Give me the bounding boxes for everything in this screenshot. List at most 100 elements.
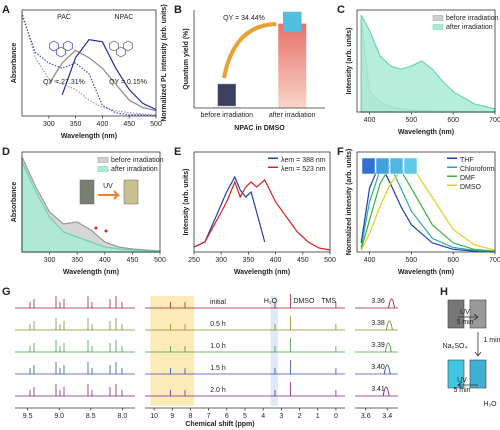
legend-swatch xyxy=(268,157,278,159)
peak-label: TMS xyxy=(321,298,336,305)
legend-swatch xyxy=(447,166,457,168)
y-axis-label: Quantum yield (%) xyxy=(183,28,190,89)
molecule xyxy=(123,40,133,52)
row-label: initial xyxy=(210,299,226,306)
legend-label: after irradiation xyxy=(446,24,493,31)
step-label: 1 min xyxy=(483,337,500,344)
highlight xyxy=(270,296,278,406)
arrow xyxy=(98,190,121,200)
axis-frame xyxy=(193,151,331,253)
x-tick-label: 9.5 xyxy=(23,413,33,420)
annotation: NPAC xyxy=(115,14,134,21)
step-label: UV xyxy=(457,377,467,384)
series-line xyxy=(360,161,496,253)
marker xyxy=(94,226,98,230)
x-tick-label: 500 xyxy=(406,117,418,124)
x-axis-label: Wavelength (nm) xyxy=(234,269,290,276)
panel-label: D xyxy=(2,146,10,158)
marker xyxy=(104,229,108,233)
step-label: UV xyxy=(460,309,470,316)
vial-photo xyxy=(389,157,404,175)
panel-label: B xyxy=(174,4,182,16)
series-line xyxy=(61,39,157,111)
y-axis-label: Absorbance xyxy=(11,43,18,84)
vial xyxy=(447,299,465,329)
x-axis-label: Chemical shift (ppm) xyxy=(185,421,254,428)
vial xyxy=(123,179,139,205)
y2-axis-label: Normalized PL intensity (arb. units) xyxy=(161,4,168,121)
y-axis-label: Intensity (arb. units) xyxy=(346,28,353,95)
highlight xyxy=(150,296,195,406)
series-line xyxy=(193,175,266,248)
x-axis-label: Wavelength (nm) xyxy=(398,129,454,136)
panel-label: F xyxy=(337,146,344,158)
x-tick-label: 6 xyxy=(225,413,229,420)
legend-swatch xyxy=(447,157,457,159)
legend-swatch xyxy=(97,166,109,172)
axis-frame xyxy=(356,9,496,113)
legend-label: before irradiation xyxy=(111,157,164,164)
x-tick-label: 350 xyxy=(71,257,83,264)
legend-swatch xyxy=(432,24,444,30)
x-tick-label: 8 xyxy=(189,413,193,420)
x-tick-label: 2 xyxy=(298,413,302,420)
row-label: 1.5 h xyxy=(210,365,226,372)
series-line xyxy=(360,164,496,252)
series-line xyxy=(360,164,496,253)
axis-frame xyxy=(356,151,496,253)
annotation: QY = 0.15% xyxy=(109,79,147,86)
series-line xyxy=(21,11,157,116)
x-tick-label: 3 xyxy=(279,413,283,420)
peak-label: H₂O xyxy=(264,298,278,305)
legend-label: λem = 523 nm xyxy=(281,166,326,173)
bar xyxy=(278,23,307,108)
x-tick-label: 0 xyxy=(334,413,338,420)
shift-peak xyxy=(384,342,392,353)
x-tick-label: 300 xyxy=(215,257,227,264)
molecule xyxy=(49,40,59,52)
step-label: Na₂SO₄ xyxy=(443,343,468,350)
x-tick-label: 450 xyxy=(123,121,135,128)
shift-peak xyxy=(382,386,390,397)
shift-peak xyxy=(385,320,393,331)
vial-photo xyxy=(361,157,376,175)
annotation: QY = 34.44% xyxy=(223,15,265,22)
step-label: 5 min xyxy=(453,387,470,394)
x-tick-label: 400 xyxy=(364,257,376,264)
series-line xyxy=(193,179,331,251)
vial xyxy=(447,359,465,389)
step-label: H₂O xyxy=(483,401,497,408)
shift-label: 3.36 xyxy=(371,298,385,305)
x-tick-label: 8.5 xyxy=(86,413,96,420)
x-tick-label: 350 xyxy=(70,121,82,128)
x-axis-label: Wavelength (nm) xyxy=(63,269,119,276)
x-tick-label: 300 xyxy=(44,257,56,264)
legend-label: after irradiation xyxy=(111,166,158,173)
panel-label: E xyxy=(174,146,181,158)
x-tick-label: 500 xyxy=(150,121,162,128)
x-tick-label: 250 xyxy=(188,257,200,264)
panel-label: H xyxy=(440,286,448,298)
vial xyxy=(217,83,236,107)
molecule xyxy=(63,40,73,52)
vial-photo xyxy=(375,157,390,175)
x-tick-label: 400 xyxy=(99,257,111,264)
row-label: 1.0 h xyxy=(210,343,226,350)
shift-label: 3.39 xyxy=(371,342,385,349)
x-tick-label: 9.0 xyxy=(54,413,64,420)
x-tick-label: 400 xyxy=(97,121,109,128)
axis-frame xyxy=(21,9,157,117)
x-tick-label: 5 xyxy=(243,413,247,420)
step-label: 5 min xyxy=(456,319,473,326)
x-tick-label: 450 xyxy=(127,257,139,264)
y-axis-label: Intensity (arb. units) xyxy=(183,169,190,236)
y-axis-label: Normalized intensity (arb. units) xyxy=(346,149,353,256)
legend-label: Chloroform xyxy=(460,166,495,173)
annotation: PAC xyxy=(57,14,71,21)
legend-label: THF xyxy=(460,157,474,164)
series-line xyxy=(21,15,157,117)
shift-label: 3.41 xyxy=(371,386,385,393)
row-label: 2.0 h xyxy=(210,387,226,394)
axis-frame xyxy=(21,151,161,253)
